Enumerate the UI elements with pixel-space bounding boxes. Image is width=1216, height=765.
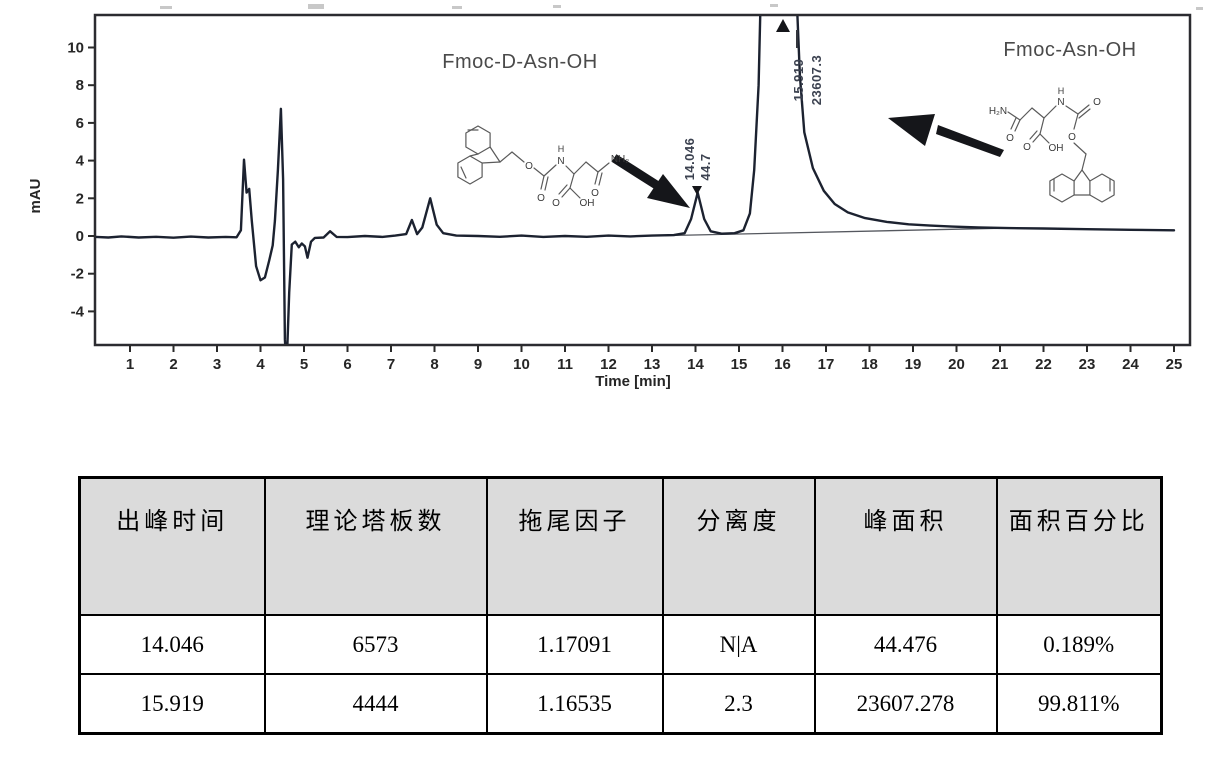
- y-tick-label: 0: [76, 228, 84, 245]
- table-cell: 1.16535: [485, 673, 664, 735]
- scan-artifact: [308, 4, 324, 9]
- x-tick-label: 21: [992, 356, 1009, 373]
- atom-label: NH₂: [611, 154, 629, 165]
- column-header-0: 出峰时间: [78, 476, 266, 616]
- x-tick-label: 5: [300, 356, 308, 373]
- x-tick-label: 25: [1166, 356, 1183, 373]
- y-tick-label: -2: [71, 266, 84, 283]
- atom-label: N: [557, 156, 564, 167]
- peak2-apex-marker: [776, 19, 790, 32]
- x-tick-label: 15: [731, 356, 748, 373]
- x-tick-label: 2: [169, 356, 177, 373]
- column-header-3: 分离度: [661, 476, 816, 616]
- table-cell: 4444: [263, 673, 488, 735]
- table-cell: 14.046: [78, 614, 266, 675]
- scan-artifact: [770, 4, 778, 7]
- x-tick-label: 3: [213, 356, 221, 373]
- x-axis-ticks: 1 2 3 4 5 6 7 8 9 10 11 12 13 14 15 16 17 18 19 20 21 22 23 24 2…: [126, 345, 1183, 373]
- table-row: 14.046 6573 1.17091 N|A 44.476 0.189%: [78, 614, 1163, 675]
- scan-artifact: [160, 6, 172, 9]
- table-cell: 23607.278: [813, 673, 998, 735]
- scan-artifact: [1196, 7, 1203, 10]
- column-header-4: 峰面积: [813, 476, 998, 616]
- x-tick-label: 12: [600, 356, 617, 373]
- atom-label: O: [1006, 133, 1014, 144]
- atom-label: H: [558, 144, 565, 154]
- results-table-section: 出峰时间 理论塔板数 拖尾因子 分离度 峰面积 面积百分比 14.046 6573 1.170…: [78, 476, 1163, 735]
- x-tick-label: 9: [474, 356, 482, 373]
- atom-label: O: [552, 198, 560, 209]
- x-tick-label: 18: [861, 356, 878, 373]
- x-tick-label: 14: [687, 356, 704, 373]
- atom-label: O: [537, 193, 545, 204]
- atom-label: O: [591, 188, 599, 199]
- x-tick-label: 23: [1079, 356, 1096, 373]
- x-tick-label: 24: [1122, 356, 1139, 373]
- y-axis-ticks: 10 8 6 4 2 0 -2 -4: [67, 40, 95, 320]
- column-header-1: 理论塔板数: [263, 476, 488, 616]
- scan-artifact: [553, 5, 561, 8]
- table-row: 15.919 4444 1.16535 2.3 23607.278 99.811%: [78, 673, 1163, 735]
- table-cell: 15.919: [78, 673, 266, 735]
- atom-label: O: [1068, 132, 1076, 143]
- x-tick-label: 10: [513, 356, 530, 373]
- table-header-row: 出峰时间 理论塔板数 拖尾因子 分离度 峰面积 面积百分比: [78, 476, 1163, 616]
- x-tick-label: 20: [948, 356, 965, 373]
- arrow-to-peak2: [888, 114, 1004, 157]
- peak2-area-label: 23607.3: [809, 55, 824, 106]
- x-tick-label: 16: [774, 356, 791, 373]
- table-cell: 2.3: [661, 673, 816, 735]
- atom-label: N: [1057, 97, 1064, 108]
- y-tick-label: 10: [67, 40, 84, 57]
- y-tick-label: -4: [71, 303, 85, 320]
- peak1-apex-marker: [692, 186, 702, 195]
- table-cell: 44.476: [813, 614, 998, 675]
- atom-label: OH: [1049, 143, 1064, 154]
- atom-label: O: [1023, 142, 1031, 153]
- atom-label: OH: [580, 198, 595, 209]
- arrow-to-peak1: [611, 154, 690, 208]
- x-tick-label: 6: [343, 356, 351, 373]
- x-tick-label: 22: [1035, 356, 1052, 373]
- table-cell: N|A: [661, 614, 816, 675]
- table-cell: 99.811%: [995, 673, 1163, 735]
- atom-label: H₂N: [989, 106, 1007, 117]
- x-tick-label: 8: [430, 356, 438, 373]
- table-cell: 0.189%: [995, 614, 1163, 675]
- x-tick-label: 1: [126, 356, 134, 373]
- fmoc-d-asn-structure: O O N H O OH O NH₂: [457, 125, 629, 209]
- results-table: 出峰时间 理论塔板数 拖尾因子 分离度 峰面积 面积百分比 14.046 6573 1.170…: [78, 476, 1163, 735]
- x-tick-label: 13: [644, 356, 661, 373]
- y-tick-label: 6: [76, 115, 84, 132]
- table-cell: 6573: [263, 614, 488, 675]
- y-axis-title: mAU: [27, 178, 44, 213]
- chromatogram-panel: 1 2 3 4 5 6 7 8 9 10 11 12 13 14 15 16 17 18 19 20 21 22 23 24 2…: [27, 4, 1203, 390]
- atom-label: H: [1058, 86, 1065, 96]
- table-cell: 1.17091: [485, 614, 664, 675]
- atom-label: O: [1093, 97, 1101, 108]
- peak1-rt-label: 14.046: [682, 138, 697, 181]
- left-compound-label: Fmoc-D-Asn-OH: [442, 51, 597, 73]
- atom-label: O: [525, 161, 533, 172]
- x-tick-label: 4: [256, 356, 265, 373]
- y-tick-label: 8: [76, 77, 84, 94]
- chromatogram-trace: [96, 16, 1176, 344]
- peak2-rt-label: 15.919: [791, 59, 806, 102]
- x-axis-title: Time [min]: [595, 373, 671, 390]
- y-tick-label: 4: [76, 153, 85, 170]
- plot-border: [93, 13, 1192, 347]
- x-tick-label: 17: [818, 356, 835, 373]
- peak1-area-label: 44.7: [698, 153, 713, 180]
- x-tick-label: 11: [557, 356, 573, 373]
- column-header-2: 拖尾因子: [485, 476, 664, 616]
- column-header-5: 面积百分比: [995, 476, 1163, 616]
- right-compound-label: Fmoc-Asn-OH: [1003, 39, 1136, 61]
- x-tick-label: 7: [387, 356, 395, 373]
- fmoc-asn-structure: H₂N O O OH N H O O: [989, 86, 1115, 203]
- scan-artifact: [452, 6, 462, 9]
- x-tick-label: 19: [905, 356, 922, 373]
- y-tick-label: 2: [76, 190, 84, 207]
